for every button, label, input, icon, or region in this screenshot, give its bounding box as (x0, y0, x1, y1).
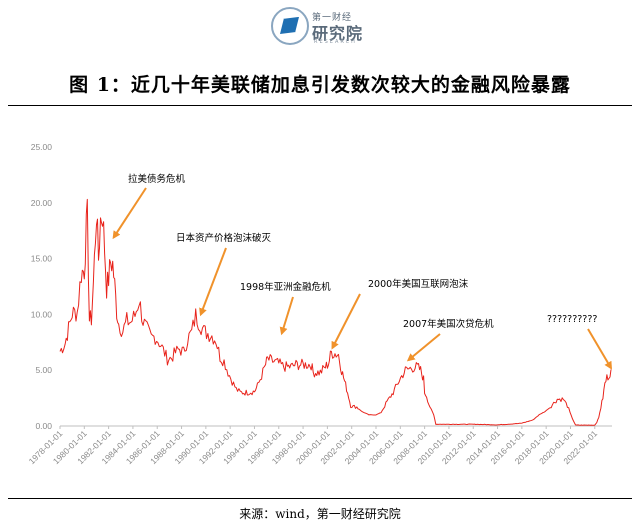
annotation-label: 拉美债务危机 (128, 173, 186, 185)
annotation-label: 2000年美国互联网泡沫 (368, 278, 469, 290)
bottom-rule (8, 498, 632, 499)
y-tick-label: 0.00 (35, 421, 52, 431)
series-line (59, 198, 612, 426)
logo: 第一财经 研究院 RESEARCH (270, 6, 390, 46)
logo-mark-icon (271, 7, 309, 45)
annotation-arrow (406, 333, 441, 362)
y-tick-label: 25.00 (31, 142, 53, 152)
y-tick-label: 15.00 (31, 254, 53, 264)
title-rule (8, 105, 632, 106)
annotation-arrow (587, 328, 613, 370)
annotation-arrow (331, 293, 361, 350)
series-group (59, 198, 612, 426)
y-tick-label: 5.00 (35, 365, 52, 375)
annotation-label: 1998年亚洲金融危机 (240, 281, 331, 293)
source-note: 来源：wind，第一财经研究院 (239, 507, 401, 521)
logo-text-small: 第一财经 (312, 13, 353, 23)
annotation-arrow (279, 296, 294, 336)
y-tick-label: 10.00 (31, 309, 53, 319)
y-axis: 0.00 5.00 10.00 15.00 20.00 25.00 (31, 142, 53, 431)
logo-text-big: 研究院 (312, 24, 364, 43)
figure-title: 图 1：近几十年美联储加息引发数次较大的金融风险暴露 (69, 74, 571, 96)
x-axis: 1978-01-011980-01-011982-01-011984-01-01… (27, 425, 612, 466)
annotation-arrow (112, 187, 147, 240)
annotation-label: 日本资产价格泡沫破灭 (176, 232, 272, 244)
line-chart: 0.00 5.00 10.00 15.00 20.00 25.00 1978-01-011… (27, 142, 613, 466)
annotation-arrow (199, 247, 227, 317)
logo-text-en: RESEARCH (314, 39, 357, 45)
y-tick-label: 20.00 (31, 198, 53, 208)
annotation-label: ?????????? (547, 314, 597, 325)
annotation-label: 2007年美国次贷危机 (403, 318, 494, 330)
